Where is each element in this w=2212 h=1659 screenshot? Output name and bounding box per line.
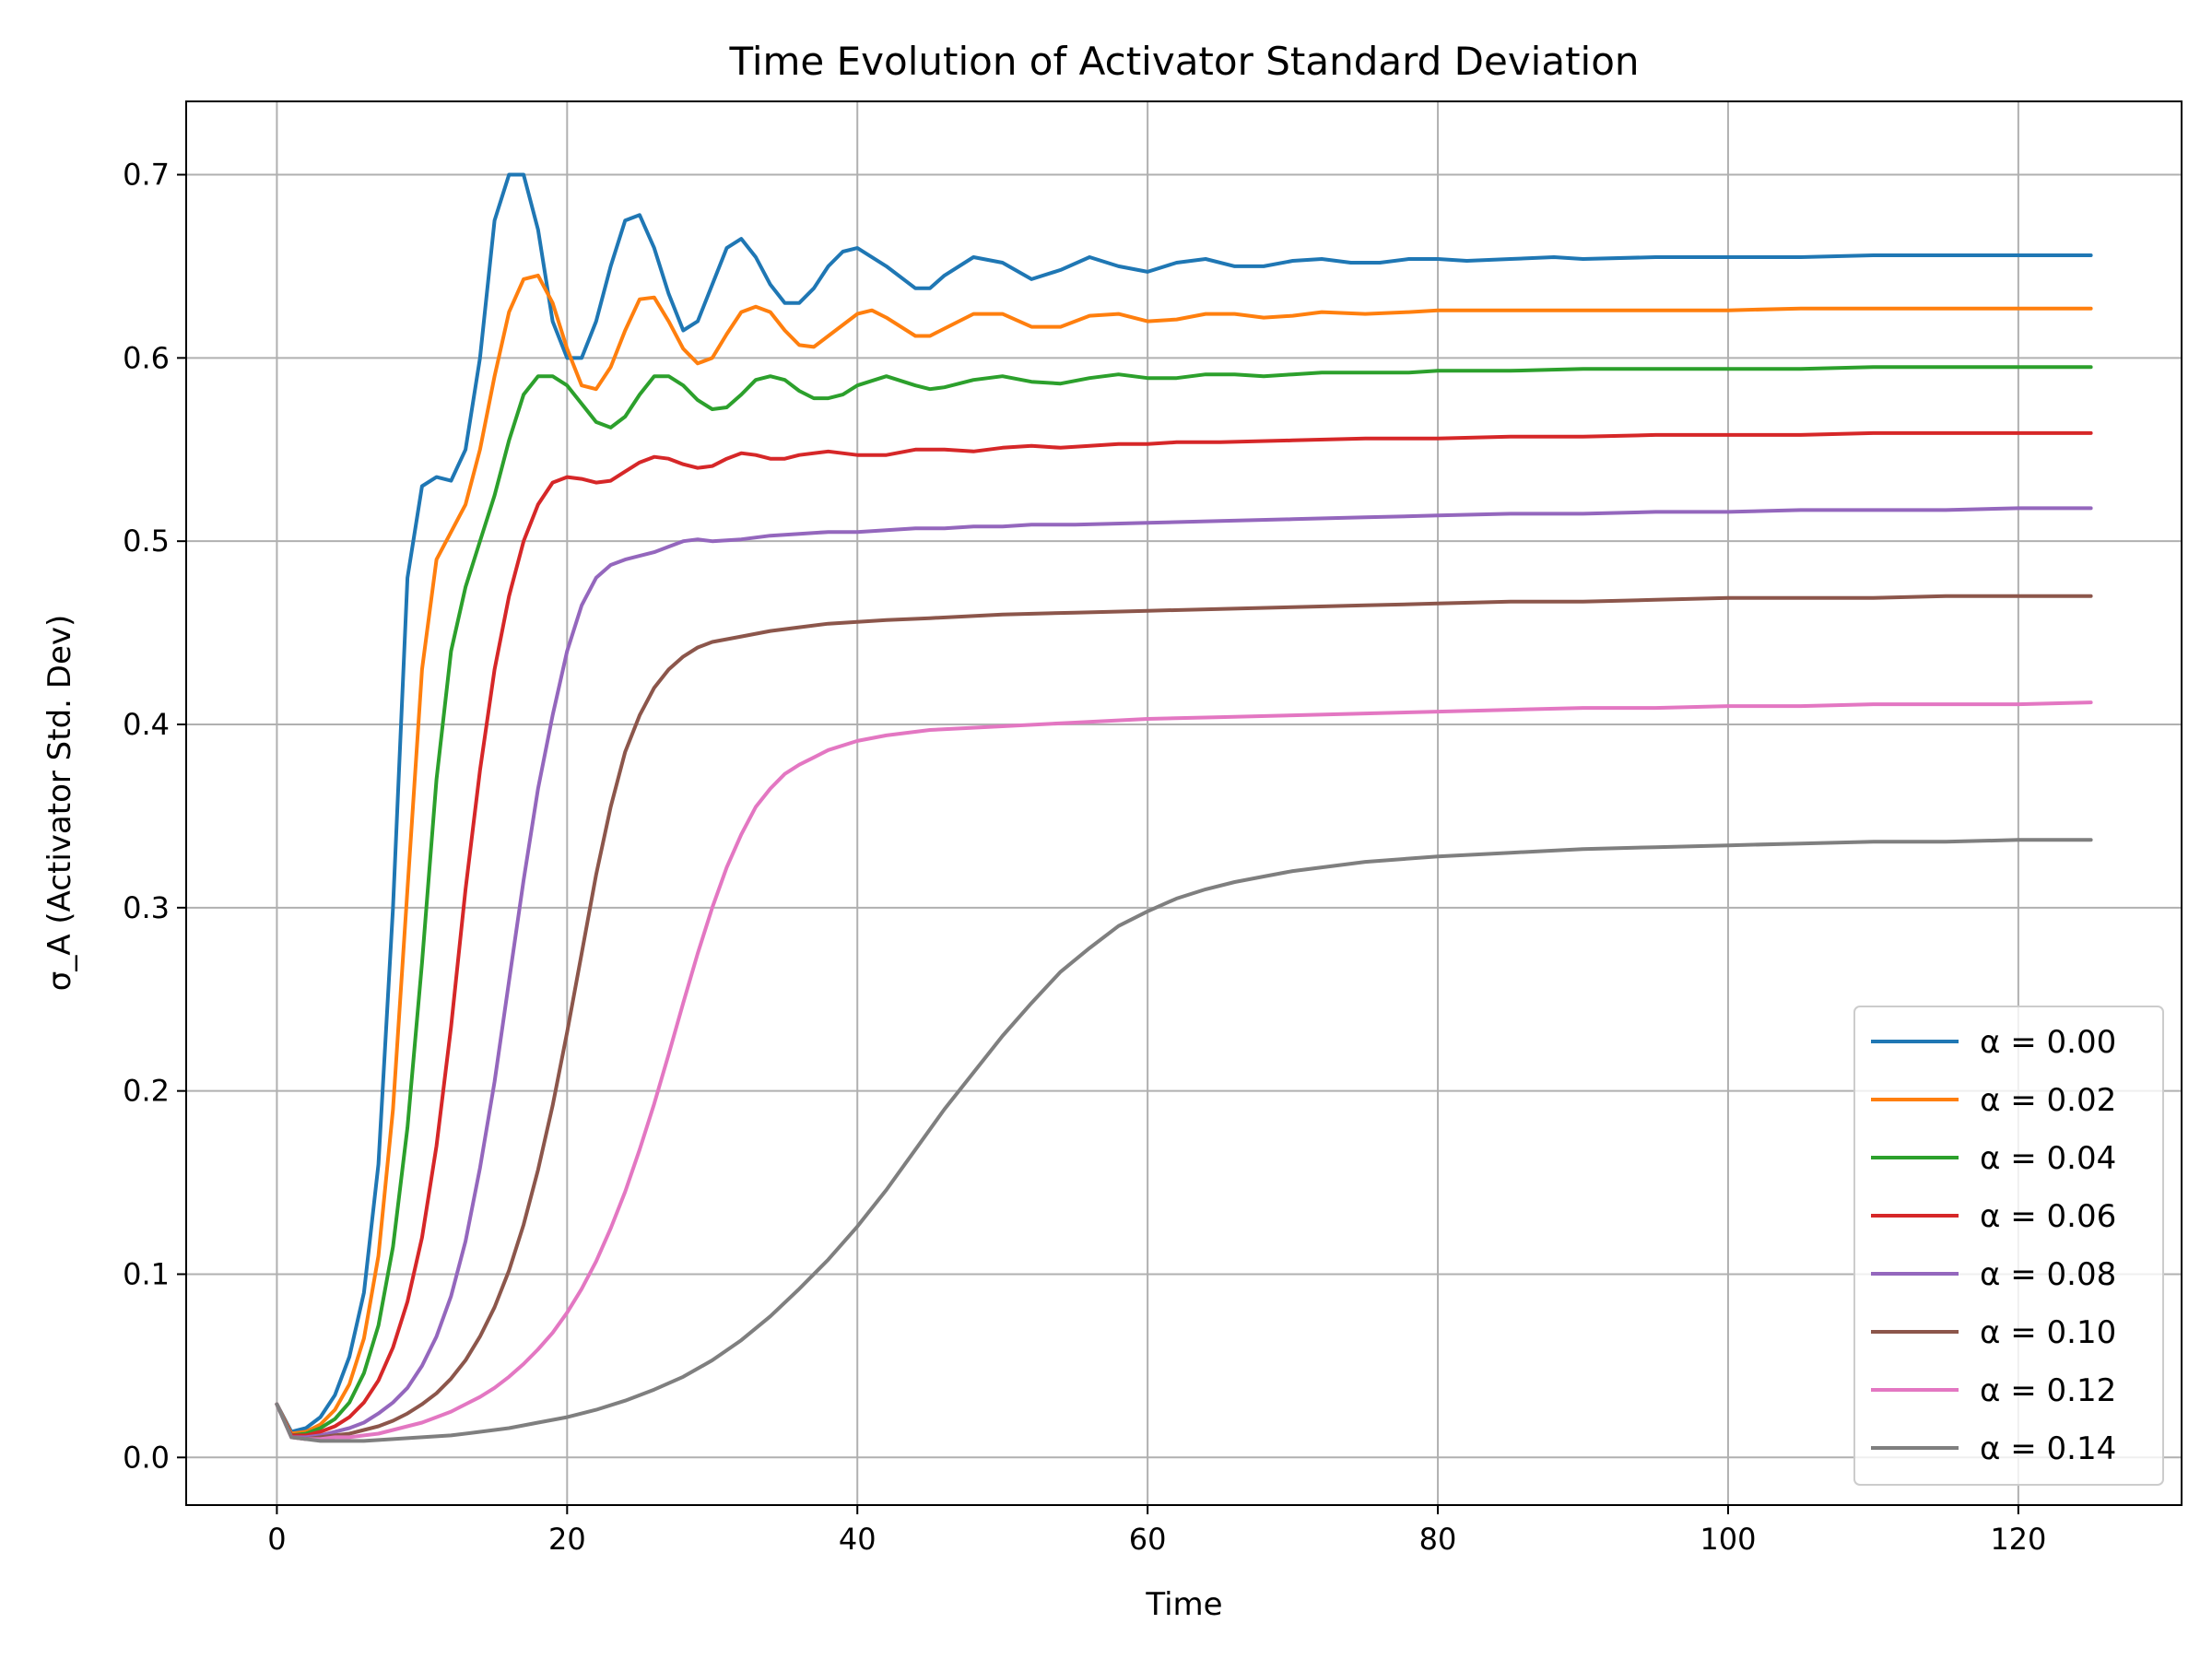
chart-title: Time Evolution of Activator Standard Dev… bbox=[728, 39, 1639, 84]
series-group bbox=[275, 172, 2093, 1443]
x-tick-label: 20 bbox=[548, 1522, 586, 1557]
legend-label-2: α = 0.04 bbox=[1980, 1140, 2116, 1177]
y-tick-label: 0.6 bbox=[123, 340, 170, 375]
series-line-1 bbox=[275, 273, 2093, 1436]
y-tick-label: 0.2 bbox=[123, 1074, 170, 1109]
series-line-0 bbox=[275, 172, 2093, 1434]
y-tick-label: 0.3 bbox=[123, 890, 170, 925]
x-tick-label: 100 bbox=[1700, 1522, 1756, 1557]
x-tick-label: 40 bbox=[839, 1522, 877, 1557]
series-line-4 bbox=[275, 506, 2093, 1440]
x-tick-label: 0 bbox=[267, 1522, 286, 1557]
legend-label-4: α = 0.08 bbox=[1980, 1256, 2116, 1293]
y-axis-ticks: 0.0 0.1 0.2 0.3 0.4 0.5 0.6 0.7 bbox=[123, 158, 186, 1475]
y-tick-label: 0.7 bbox=[123, 158, 170, 193]
legend-box bbox=[1853, 1006, 2164, 1486]
x-tick-label: 60 bbox=[1129, 1522, 1167, 1557]
x-tick-label: 80 bbox=[1419, 1522, 1457, 1557]
y-tick-label: 0.1 bbox=[123, 1256, 170, 1291]
legend-label-3: α = 0.06 bbox=[1980, 1198, 2116, 1235]
legend-label-0: α = 0.00 bbox=[1980, 1024, 2116, 1061]
y-tick-label: 0.5 bbox=[123, 524, 170, 559]
x-axis-label: Time bbox=[1145, 1586, 1222, 1623]
x-tick-label: 120 bbox=[1990, 1522, 2046, 1557]
x-axis-ticks: 0 20 40 60 80 100 120 bbox=[267, 1505, 2046, 1557]
legend-label-7: α = 0.14 bbox=[1980, 1430, 2116, 1467]
legend-label-1: α = 0.02 bbox=[1980, 1082, 2116, 1119]
series-line-6 bbox=[275, 700, 2093, 1441]
series-line-3 bbox=[275, 430, 2093, 1438]
series-line-7 bbox=[275, 838, 2093, 1443]
series-line-5 bbox=[275, 594, 2093, 1441]
grid bbox=[186, 101, 2182, 1505]
legend-label-6: α = 0.12 bbox=[1980, 1372, 2116, 1409]
y-tick-label: 0.0 bbox=[123, 1440, 170, 1475]
series-line-2 bbox=[275, 365, 2093, 1438]
y-tick-label: 0.4 bbox=[123, 707, 170, 742]
legend-label-5: α = 0.10 bbox=[1980, 1314, 2116, 1351]
y-axis-label: σ_A (Activator Std. Dev) bbox=[41, 615, 78, 991]
plot-area-frame bbox=[185, 100, 2183, 1506]
legend: α = 0.00 α = 0.02 α = 0.04 α = 0.06 α = 0.08… bbox=[1853, 1006, 2164, 1486]
